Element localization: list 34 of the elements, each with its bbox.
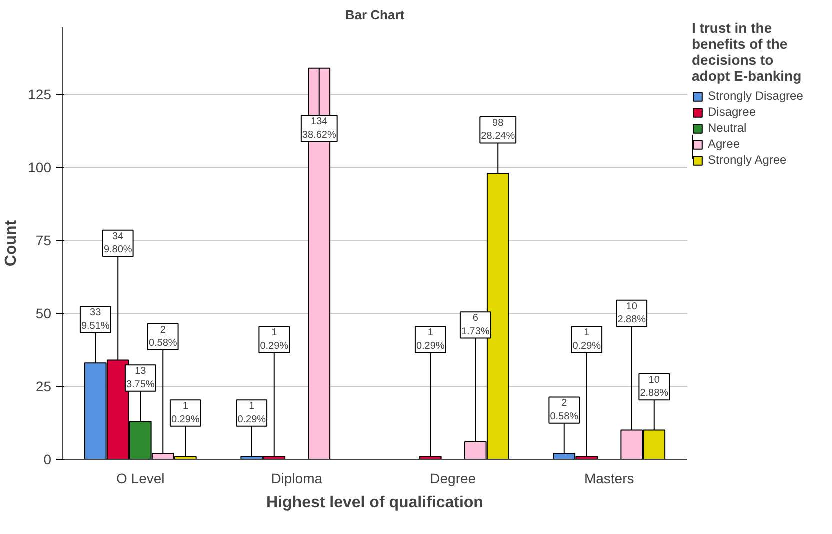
data-label: 33 9.51%	[81, 308, 110, 332]
y-tick-label: 0	[44, 452, 52, 468]
y-tick-label: 100	[28, 160, 52, 176]
data-label: 13 3.75%	[126, 366, 155, 390]
legend-label: Disagree	[708, 105, 756, 119]
y-tick-label: 50	[36, 306, 52, 322]
data-label: 1 0.29%	[171, 401, 200, 426]
y-axis-title: Count	[3, 220, 20, 267]
data-label: 34 9.80%	[104, 231, 132, 256]
x-tick-label: Degree	[430, 470, 476, 486]
data-label: 6 1.73%	[461, 313, 490, 338]
y-tick-label: 75	[36, 232, 52, 249]
x-axis-title: Highest level of qualification	[266, 494, 484, 512]
legend-label: Agree	[708, 137, 740, 151]
data-label: 134 38.62%	[302, 116, 336, 141]
data-label: 1 0.29%	[238, 401, 266, 426]
legend-label: Neutral	[708, 121, 747, 135]
legend-label: Strongly Agree	[708, 153, 787, 167]
data-label: 10 2.88%	[640, 374, 669, 400]
data-label: 1 0.29%	[416, 328, 445, 352]
chart-title: Bar Chart	[345, 8, 406, 22]
legend-label: Strongly Disagree	[708, 89, 804, 103]
data-label: 10 2.88%	[618, 301, 646, 326]
data-label: 98 28.24%	[481, 118, 516, 142]
y-tick-label: 25	[36, 378, 52, 395]
legend-title: I trust in the benefits of the decisions to adopt E-banking	[692, 20, 803, 84]
x-tick-label: Diploma	[271, 470, 323, 486]
y-tick-label: 125	[28, 86, 52, 103]
data-label: 1 0.29%	[260, 328, 289, 352]
x-tick-label: Masters	[584, 470, 634, 486]
data-label: 2 0.58%	[148, 324, 178, 349]
data-label: 2 0.58%	[550, 398, 579, 422]
x-tick-label: O Level	[116, 470, 165, 486]
data-label: 1 0.29%	[572, 328, 602, 352]
